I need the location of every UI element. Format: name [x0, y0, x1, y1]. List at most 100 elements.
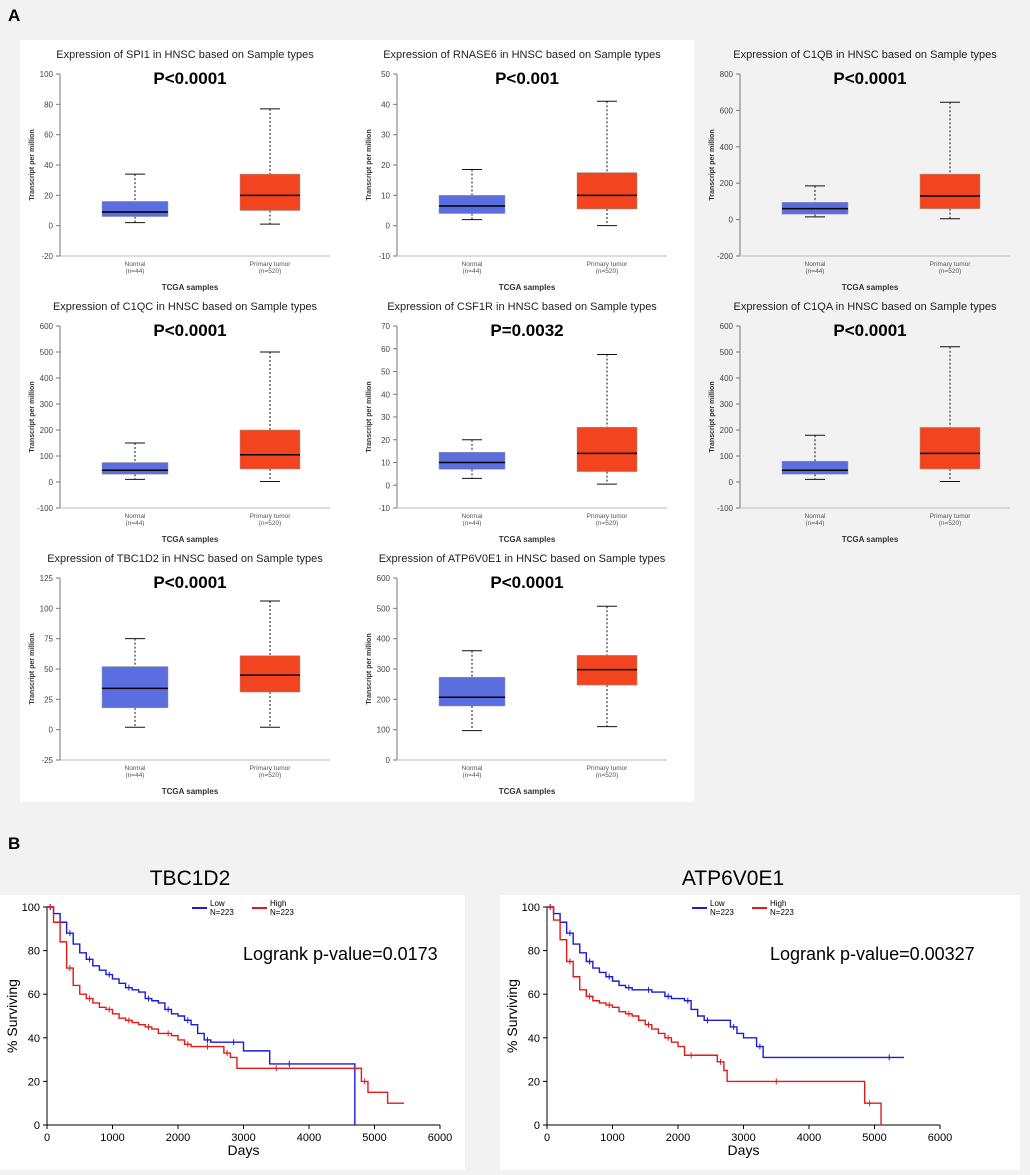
x-axis-label: Days: [728, 1142, 760, 1158]
y-tick-label: 20: [528, 1076, 540, 1088]
group-n-label: (n=520): [259, 268, 282, 275]
x-tick-label: 4000: [797, 1132, 821, 1144]
y-axis-label: Transcript per million: [29, 633, 36, 704]
y-tick-label: 100: [22, 902, 40, 914]
y-tick-label: 10: [381, 191, 390, 200]
y-tick-label: 75: [44, 635, 53, 644]
group-n-label: (n=520): [939, 268, 962, 275]
y-axis-label: % Surviving: [4, 979, 20, 1053]
p-value-label: P<0.0001: [833, 69, 906, 88]
boxplot-chart-6: Expression of TBC1D2 in HNSC based on Sa…: [29, 553, 330, 796]
survival-curve-high: [547, 906, 882, 1125]
y-tick-label: 80: [528, 946, 540, 958]
logrank-pvalue: Logrank p-value=0.00327: [770, 944, 975, 964]
y-tick-label: 400: [377, 635, 391, 644]
group-label: Normal: [805, 513, 827, 520]
group-n-label: (n=44): [126, 520, 145, 527]
box-tumor: [919, 427, 981, 470]
boxplot-chart-0: Expression of SPI1 in HNSC based on Samp…: [29, 49, 330, 292]
group-n-label: (n=520): [259, 772, 282, 779]
x-tick-label: 0: [544, 1132, 550, 1144]
y-tick-label: 0: [49, 478, 54, 487]
boxplot-title: Expression of SPI1 in HNSC based on Samp…: [56, 49, 314, 61]
y-tick-label: -200: [717, 252, 734, 261]
y-axis-label: Transcript per million: [366, 381, 373, 452]
x-axis-label: TCGA samples: [162, 787, 219, 796]
y-axis-label: Transcript per million: [29, 129, 36, 200]
y-tick-label: 10: [381, 459, 390, 468]
box-normal: [101, 462, 169, 475]
y-tick-label: 50: [44, 665, 53, 674]
box-tumor: [576, 426, 638, 472]
box-tumor: [239, 655, 301, 693]
x-tick-label: 6000: [428, 1132, 452, 1144]
x-axis-label: TCGA samples: [499, 283, 556, 292]
x-tick-label: 5000: [362, 1132, 386, 1144]
legend-name: Low: [710, 899, 725, 908]
group-n-label: (n=520): [596, 520, 619, 527]
y-tick-label: 500: [40, 348, 54, 357]
x-tick-label: 3000: [731, 1132, 755, 1144]
boxplot-title: Expression of RNASE6 in HNSC based on Sa…: [383, 49, 661, 61]
group-label: Primary tumor: [587, 261, 629, 268]
x-tick-label: 2000: [666, 1132, 690, 1144]
survival-curve-high: [47, 906, 404, 1104]
box-normal: [438, 452, 506, 470]
boxplot-chart-4: Expression of CSF1R in HNSC based on Sam…: [366, 301, 667, 544]
y-tick-label: 0: [729, 216, 734, 225]
y-tick-label: 40: [528, 1033, 540, 1045]
y-tick-label: 40: [28, 1033, 40, 1045]
y-tick-label: 30: [381, 413, 390, 422]
boxplot-title: Expression of C1QC in HNSC based on Samp…: [53, 301, 318, 313]
y-axis-label: Transcript per million: [29, 381, 36, 452]
y-tick-label: 600: [40, 322, 54, 331]
y-tick-label: 60: [528, 989, 540, 1001]
y-tick-label: 200: [377, 695, 391, 704]
p-value-label: P<0.001: [495, 69, 559, 88]
y-tick-label: 125: [40, 574, 54, 583]
x-tick-label: 2000: [166, 1132, 190, 1144]
x-axis-label: TCGA samples: [499, 535, 556, 544]
legend-n: N=223: [710, 908, 734, 917]
y-tick-label: 500: [720, 348, 734, 357]
y-tick-label: -10: [378, 504, 390, 513]
y-axis-label: Transcript per million: [709, 381, 716, 452]
x-tick-label: 3000: [231, 1132, 255, 1144]
y-tick-label: 0: [534, 1120, 540, 1132]
y-tick-label: 80: [28, 946, 40, 958]
x-tick-label: 1000: [100, 1132, 124, 1144]
y-tick-label: 600: [377, 574, 391, 583]
y-tick-label: 20: [28, 1076, 40, 1088]
x-tick-label: 4000: [297, 1132, 321, 1144]
group-n-label: (n=520): [596, 268, 619, 275]
y-tick-label: 400: [720, 143, 734, 152]
legend-name: High: [770, 899, 786, 908]
box-normal: [101, 201, 169, 217]
y-tick-label: 0: [34, 1120, 40, 1132]
y-tick-label: 70: [381, 322, 390, 331]
legend-n: N=223: [270, 908, 294, 917]
group-label: Normal: [462, 765, 484, 772]
group-label: Normal: [805, 261, 827, 268]
y-tick-label: 100: [522, 902, 540, 914]
x-tick-label: 0: [44, 1132, 50, 1144]
boxplot-chart-7: Expression of ATP6V0E1 in HNSC based on …: [366, 553, 667, 796]
y-tick-label: 0: [386, 222, 391, 231]
box-normal: [438, 195, 506, 214]
group-n-label: (n=520): [596, 772, 619, 779]
group-label: Primary tumor: [250, 765, 292, 772]
boxplot-chart-2: Expression of C1QB in HNSC based on Samp…: [709, 49, 1010, 292]
y-tick-label: 60: [28, 989, 40, 1001]
x-axis-label: Days: [228, 1142, 260, 1158]
group-label: Normal: [125, 765, 147, 772]
y-tick-label: 50: [381, 70, 390, 79]
y-tick-label: 100: [40, 70, 54, 79]
x-tick-label: 5000: [862, 1132, 886, 1144]
y-tick-label: -25: [41, 756, 53, 765]
p-value-label: P<0.0001: [833, 321, 906, 340]
group-label: Primary tumor: [587, 513, 629, 520]
y-tick-label: 400: [720, 374, 734, 383]
boxplot-title: Expression of CSF1R in HNSC based on Sam…: [387, 301, 657, 313]
y-tick-label: -20: [41, 252, 53, 261]
